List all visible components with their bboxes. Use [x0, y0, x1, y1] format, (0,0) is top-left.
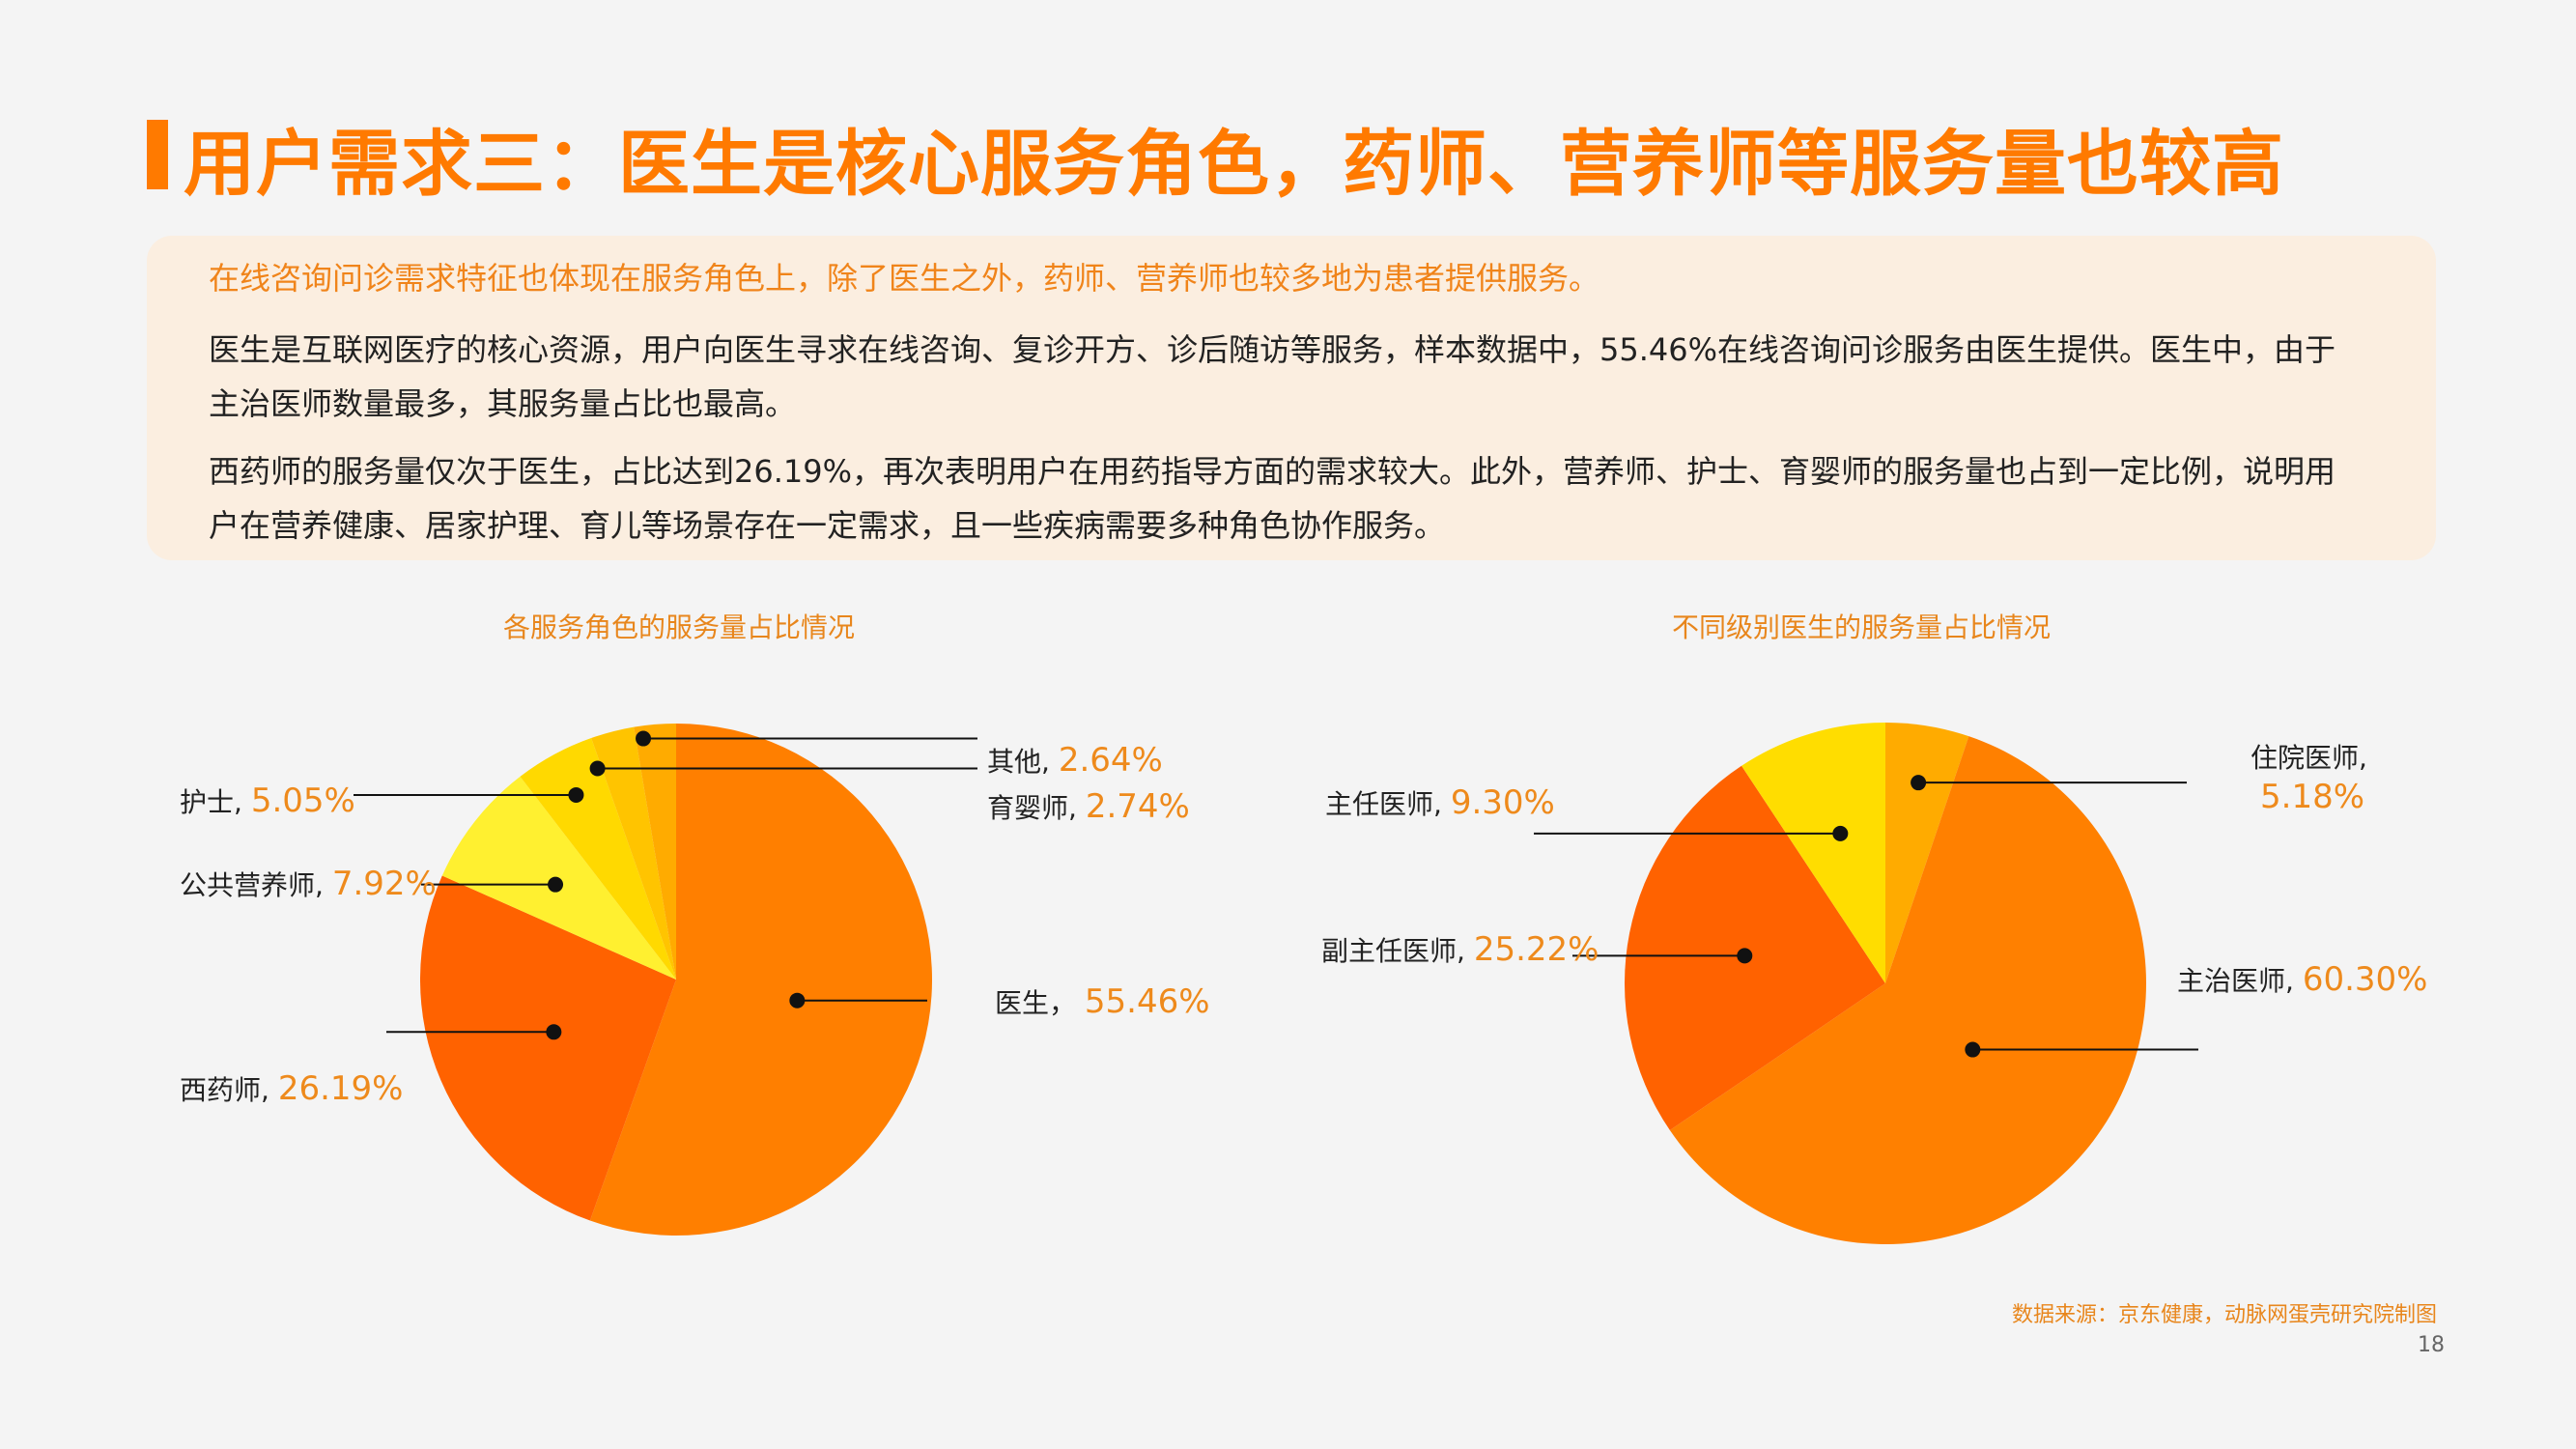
label-name-西药师: 西药师,: [180, 1074, 278, 1106]
summary-paragraph-1: 医生是互联网医疗的核心资源，用户向医生寻求在线咨询、复诊开方、诊后随访等服务，样…: [209, 331, 2336, 422]
data-source-note: 数据来源：京东健康，动脉网蛋壳研究院制图: [2011, 1303, 2437, 1327]
leader-dot-西药师: [546, 1024, 562, 1040]
leader-dot-住院医师: [1911, 775, 1927, 791]
leader-dot-公共营养师: [548, 876, 564, 893]
label-value-医生: 55.46%: [1085, 982, 1210, 1021]
title-accent-bar: [147, 120, 168, 189]
label-value-护士: 5.05%: [251, 781, 355, 820]
label-育婴师: 育婴师, 2.74%: [987, 787, 1190, 826]
label-name-医生: 医生，: [995, 987, 1085, 1019]
label-医生: 医生， 55.46%: [995, 982, 1210, 1021]
label-value-育婴师: 2.74%: [1086, 787, 1190, 826]
summary-box: 在线咨询问诊需求特征也体现在服务角色上，除了医生之外，药师、营养师也较多地为患者…: [147, 236, 2436, 560]
summary-paragraph-2: 西药师的服务量仅次于医生，占比达到26.19%，再次表明用户在用药指导方面的需求…: [209, 453, 2336, 544]
pie-slice-其他: [634, 724, 676, 980]
label-name-公共营养师: 公共营养师,: [180, 869, 332, 901]
label-value-主任医师: 9.30%: [1451, 783, 1555, 822]
label-value-公共营养师: 7.92%: [332, 865, 437, 903]
label-name-其他: 其他,: [987, 746, 1059, 778]
label-value-住院医师: 5.18%: [2260, 778, 2364, 816]
pie-chart-2: 住院医师, 5.18% 主治医师, 60.30% 副主任医师, 25.22% 主任医师,…: [1321, 723, 2427, 1244]
pie-slice-育婴师: [591, 726, 676, 980]
label-西药师: 西药师, 26.19%: [180, 1069, 403, 1108]
leader-dot-其他: [636, 730, 652, 747]
pie-slice-副主任医师: [1625, 765, 1885, 1131]
leader-dot-主治医师: [1965, 1041, 1981, 1058]
pie-slice-住院医师: [1885, 723, 1969, 983]
label-公共营养师: 公共营养师, 7.92%: [180, 865, 437, 903]
leader-dot-医生: [789, 992, 806, 1009]
leader-dot-主任医师: [1832, 825, 1849, 841]
pie-chart-1: 医生， 55.46% 西药师, 26.19% 公共营养师, 7.92% 护士, 5.0…: [180, 724, 1210, 1236]
label-主任医师: 主任医师, 9.30%: [1325, 783, 1555, 822]
pie-slice-主任医师: [1741, 723, 1885, 983]
leader-dot-护士: [568, 786, 584, 803]
label-name-住院医师: 住院医师,: [2250, 742, 2367, 774]
chart-1-title: 各服务角色的服务量占比情况: [502, 611, 856, 643]
label-name-护士: 护士,: [180, 786, 251, 818]
label-副主任医师: 副主任医师, 25.22%: [1321, 930, 1599, 969]
label-name-育婴师: 育婴师,: [987, 792, 1086, 824]
label-name-副主任医师: 副主任医师,: [1321, 935, 1474, 967]
leader-dot-副主任医师: [1737, 948, 1753, 964]
label-value-主治医师: 60.30%: [2303, 960, 2428, 999]
label-name-主任医师: 主任医师,: [1325, 788, 1451, 820]
summary-lead: 在线咨询问诊需求特征也体现在服务角色上，除了医生之外，药师、营养师也较多地为患者…: [209, 260, 1600, 297]
label-value-西药师: 26.19%: [278, 1069, 404, 1108]
label-其他: 其他, 2.64%: [987, 741, 1163, 780]
pie-slice-主治医师: [1669, 736, 2146, 1244]
pie-slice-西药师: [420, 875, 676, 1221]
page-number: 18: [2418, 1333, 2445, 1357]
label-value-其他: 2.64%: [1059, 741, 1163, 780]
pie-slice-护士: [520, 737, 676, 980]
label-name-主治医师: 主治医师,: [2177, 965, 2303, 997]
leader-dot-育婴师: [589, 760, 606, 777]
pie-slice-医生: [589, 724, 932, 1236]
label-护士: 护士, 5.05%: [180, 781, 355, 820]
label-主治医师: 主治医师, 60.30%: [2177, 960, 2427, 999]
chart-2-title: 不同级别医生的服务量占比情况: [1671, 611, 2052, 643]
page-title: 用户需求三：医生是核心服务角色，药师、营养师等服务量也较高: [184, 123, 2284, 206]
label-value-副主任医师: 25.22%: [1474, 930, 1599, 969]
